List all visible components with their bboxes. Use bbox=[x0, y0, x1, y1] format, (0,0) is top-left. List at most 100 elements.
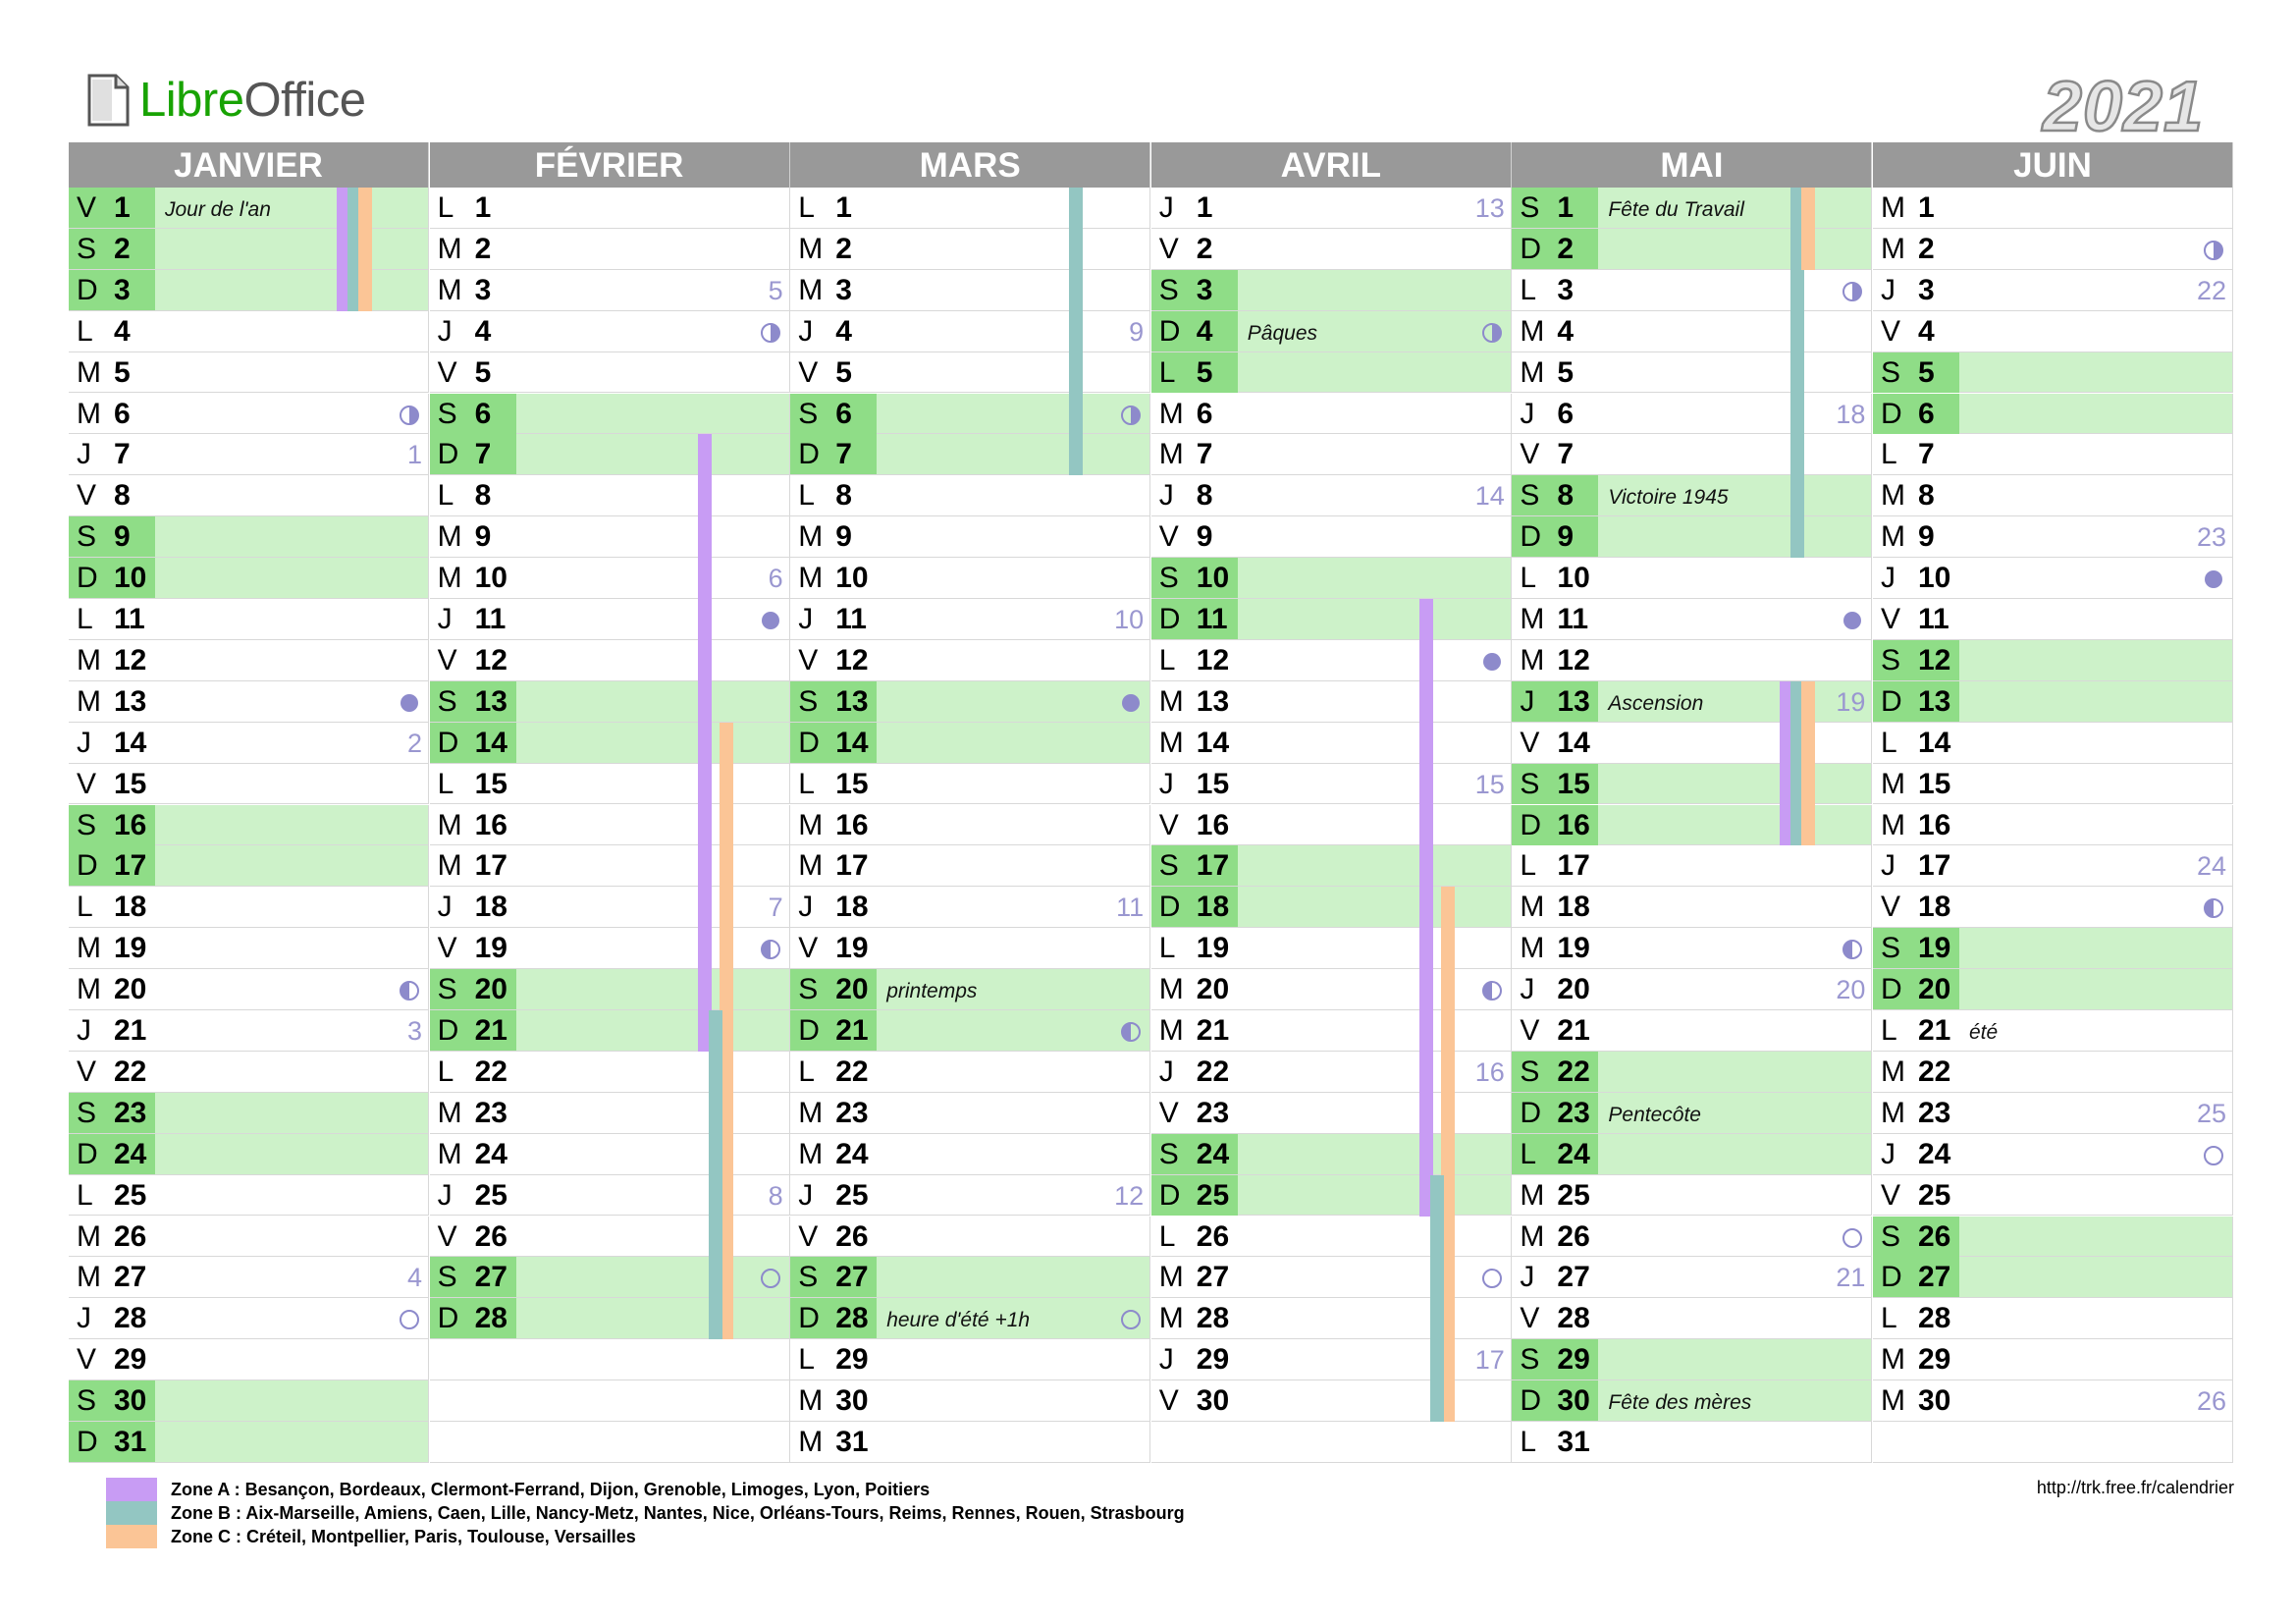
day-key: D 28 bbox=[790, 1298, 878, 1339]
weekday-letter: M bbox=[1520, 314, 1545, 348]
day-cell: M 19 bbox=[69, 928, 429, 970]
day-key: V 28 bbox=[1512, 1298, 1598, 1338]
day-key: J 25 bbox=[430, 1175, 516, 1216]
weekday-letter: S bbox=[1158, 1137, 1179, 1170]
week-number: 26 bbox=[2196, 1386, 2226, 1417]
day-cell: V 19 bbox=[429, 928, 790, 970]
day-number: 22 bbox=[1196, 1055, 1230, 1088]
day-cell: D 24 bbox=[69, 1133, 429, 1175]
day-key: V 26 bbox=[790, 1217, 877, 1257]
day-number: 12 bbox=[1918, 643, 1951, 676]
day-number: 10 bbox=[474, 562, 507, 595]
day-key: L 21 bbox=[1873, 1010, 1959, 1051]
day-key: M 17 bbox=[430, 845, 516, 886]
day-number: 9 bbox=[1557, 520, 1575, 554]
weekday-letter: L bbox=[1881, 438, 1897, 471]
day-key: M 20 bbox=[1151, 969, 1238, 1009]
day-cell: S 13 bbox=[790, 680, 1151, 723]
day-key: M 27 bbox=[1151, 1257, 1238, 1297]
week-number: 23 bbox=[2196, 522, 2226, 553]
weekday-letter: S bbox=[437, 684, 457, 718]
day-key: S 10 bbox=[1150, 558, 1238, 599]
weekday-letter: M bbox=[1158, 1261, 1184, 1294]
weekday-letter: M bbox=[1158, 438, 1184, 471]
weekday-letter: M bbox=[437, 562, 462, 595]
weekday-letter: M bbox=[77, 973, 101, 1006]
weekday-letter: J bbox=[1520, 973, 1535, 1006]
day-number: 15 bbox=[1557, 767, 1590, 800]
weekday-letter: V bbox=[77, 1343, 97, 1377]
day-number: 6 bbox=[1557, 397, 1575, 430]
day-number: 4 bbox=[114, 314, 131, 348]
weekday-letter: S bbox=[77, 520, 97, 554]
day-number: 21 bbox=[474, 1014, 507, 1047]
day-key: S 26 bbox=[1873, 1216, 1959, 1257]
day-number: 16 bbox=[1557, 808, 1590, 841]
weekday-letter: M bbox=[798, 808, 824, 841]
source-url[interactable]: http://trk.free.fr/calendrier bbox=[2036, 1478, 2234, 1497]
weekday-letter: L bbox=[1158, 643, 1176, 676]
day-cell: D 17 bbox=[69, 845, 429, 888]
day-key: L 19 bbox=[1151, 928, 1238, 968]
day-number: 28 bbox=[114, 1302, 147, 1335]
day-cell: M 14 bbox=[1150, 722, 1512, 764]
day-cell: J 13 Ascension 19 bbox=[1512, 680, 1873, 723]
weekday-letter: J bbox=[1881, 1137, 1896, 1170]
event-label: été bbox=[1969, 1021, 1999, 1044]
logo-office: Office bbox=[243, 74, 366, 127]
day-number: 16 bbox=[1918, 808, 1951, 841]
day-key: L 11 bbox=[69, 599, 155, 639]
day-number: 24 bbox=[474, 1137, 507, 1170]
weekday-letter: L bbox=[77, 1178, 93, 1212]
weekday-letter: V bbox=[1881, 603, 1901, 635]
weekday-letter: J bbox=[798, 1178, 814, 1212]
legend-swatch bbox=[106, 1478, 157, 1501]
weekday-letter: M bbox=[798, 1384, 824, 1418]
day-number: 10 bbox=[1557, 562, 1590, 595]
event-label: Ascension bbox=[1608, 691, 1704, 715]
day-key: J 18 bbox=[430, 887, 516, 927]
day-number: 2 bbox=[1196, 232, 1213, 265]
month-header: MAI bbox=[1512, 142, 1873, 188]
day-number: 26 bbox=[1557, 1219, 1590, 1253]
day-number: 24 bbox=[114, 1137, 147, 1170]
day-cell: M 13 bbox=[69, 680, 429, 723]
day-cell: S 16 bbox=[69, 804, 429, 846]
week-number: 6 bbox=[768, 564, 783, 594]
holiday-bar-zone-c bbox=[358, 188, 372, 311]
weekday-letter: S bbox=[798, 684, 819, 718]
moon-full-icon bbox=[1481, 1269, 1502, 1289]
day-number: 15 bbox=[114, 767, 147, 800]
weekday-letter: M bbox=[1520, 603, 1545, 635]
day-cell: V 16 bbox=[1150, 804, 1512, 846]
day-key: S 15 bbox=[1512, 763, 1599, 804]
month-column: JUIN M 1 M 2 J 3 22 V 4 S 5 D 6 L 7 M 8 M 9 23 J 10 V 11 S 12 D 13 L 1… bbox=[1873, 142, 2233, 1463]
weekday-letter: M bbox=[1158, 973, 1184, 1006]
day-cell: M 9 23 bbox=[1873, 516, 2233, 559]
weekday-letter: L bbox=[1520, 273, 1537, 306]
weekday-letter: M bbox=[1881, 520, 1905, 554]
day-cell: M 20 bbox=[1150, 969, 1512, 1010]
weekday-letter: M bbox=[1881, 1055, 1905, 1088]
day-key: J 25 bbox=[790, 1175, 877, 1216]
day-cell: D 13 bbox=[1873, 680, 2233, 723]
moon-last-quarter-icon bbox=[400, 981, 419, 1001]
